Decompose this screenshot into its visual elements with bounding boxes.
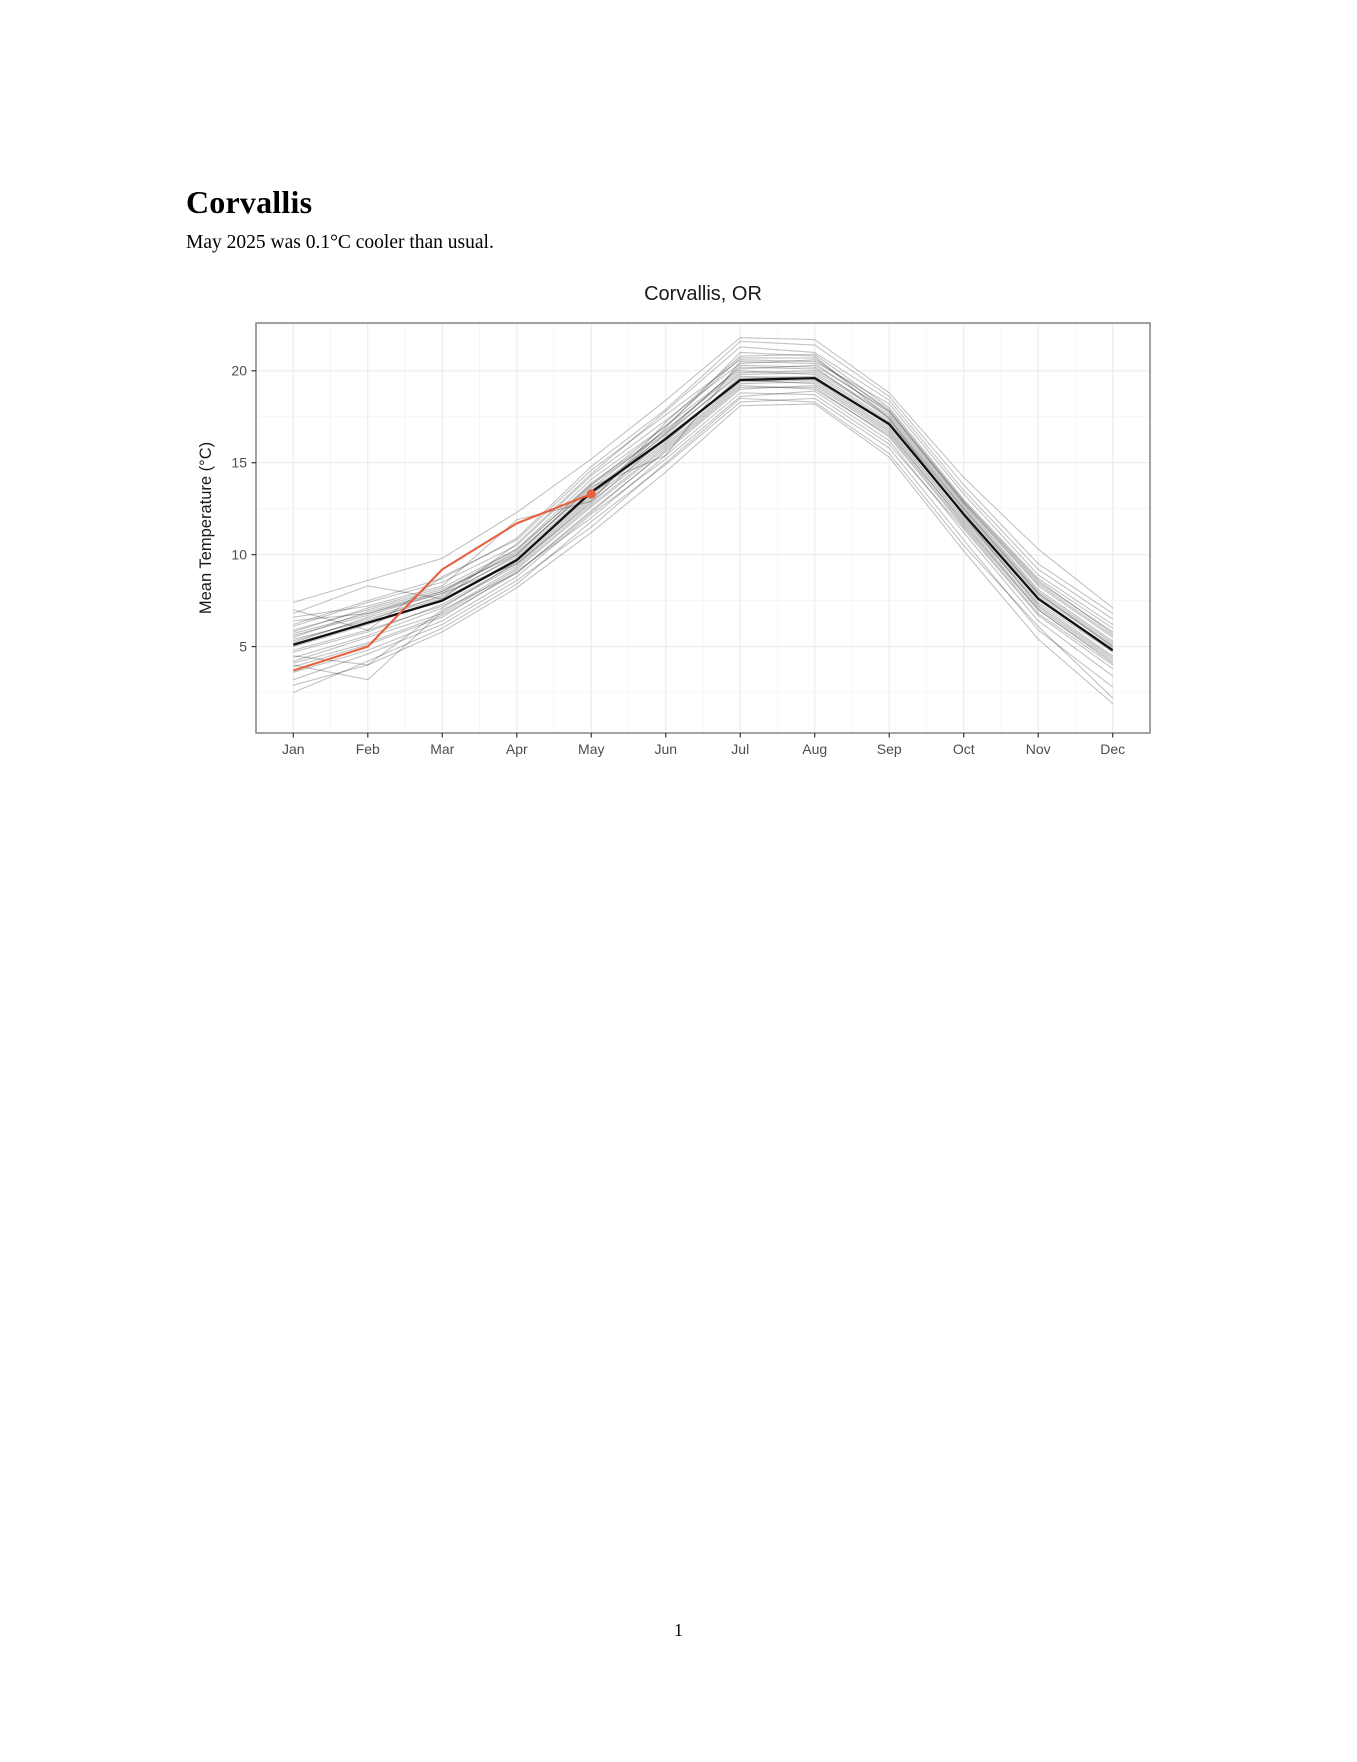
historical-year-line xyxy=(293,366,1114,642)
x-tick-label: Jul xyxy=(731,741,749,757)
historical-year-line xyxy=(293,392,1114,670)
x-tick-label: Apr xyxy=(506,741,528,757)
historical-year-line xyxy=(293,370,1114,644)
y-tick-label: 10 xyxy=(231,546,247,562)
y-tick-label: 20 xyxy=(231,363,247,379)
historical-year-line xyxy=(293,384,1114,666)
x-tick-label: Sep xyxy=(877,741,902,757)
grid-minor xyxy=(256,323,1150,733)
y-tick-label: 5 xyxy=(239,638,247,654)
plot-border xyxy=(255,322,1151,734)
x-tick-label: Nov xyxy=(1026,741,1051,757)
mean-temperature-line xyxy=(292,377,1114,652)
historical-year-line xyxy=(293,359,1114,631)
historical-year-line xyxy=(293,372,1114,646)
historical-year-line xyxy=(293,351,1114,659)
historical-year-line xyxy=(293,370,1114,648)
historical-year-line xyxy=(293,364,1114,638)
x-axis: Jan Feb Mar Apr May Jun Jul Aug Sep Oct Nov Dec xyxy=(282,733,1125,757)
historical-year-line xyxy=(293,359,1114,633)
x-tick-label: Jun xyxy=(654,741,677,757)
x-tick-label: Feb xyxy=(356,741,380,757)
x-tick-label: May xyxy=(578,741,604,757)
temperature-chart-svg: 5 10 15 20 Jan Feb Mar Apr May Jun Jul Aug Sep Oct Nov… xyxy=(197,283,1151,757)
page-title: Corvallis xyxy=(186,184,313,220)
page-subtitle: May 2025 was 0.1°C cooler than usual. xyxy=(186,232,494,253)
x-tick-label: Mar xyxy=(430,741,454,757)
y-axis-title: Mean Temperature (°C) xyxy=(197,442,215,614)
current-year-line xyxy=(292,493,592,672)
x-tick-label: Aug xyxy=(802,741,827,757)
x-tick-label: Dec xyxy=(1100,741,1125,757)
historical-year-line xyxy=(293,346,1114,620)
historical-year-line xyxy=(293,353,1114,629)
page-number: 1 xyxy=(674,1620,683,1640)
chart-title: Corvallis, OR xyxy=(644,283,762,305)
current-year-endpoint-dot xyxy=(586,489,596,499)
y-axis: 5 10 15 20 xyxy=(231,363,256,654)
historical-year-line xyxy=(293,357,1114,635)
historical-year-line xyxy=(293,397,1114,699)
historical-year-line xyxy=(293,364,1114,648)
x-tick-label: Oct xyxy=(953,741,975,757)
historical-year-line xyxy=(293,337,1114,609)
grid-major xyxy=(256,323,1150,733)
historical-year-line xyxy=(293,397,1114,694)
y-tick-label: 15 xyxy=(231,455,247,471)
temperature-chart: 5 10 15 20 Jan Feb Mar Apr May Jun Jul Aug Sep Oct Nov… xyxy=(170,270,1190,770)
historical-year-line xyxy=(293,384,1114,662)
historical-year-line xyxy=(293,403,1114,704)
historical-year-line xyxy=(293,386,1114,666)
historical-year-line xyxy=(293,390,1114,677)
historical-year-line xyxy=(293,381,1114,681)
historical-year-line xyxy=(293,379,1114,653)
x-tick-label: Jan xyxy=(282,741,305,757)
